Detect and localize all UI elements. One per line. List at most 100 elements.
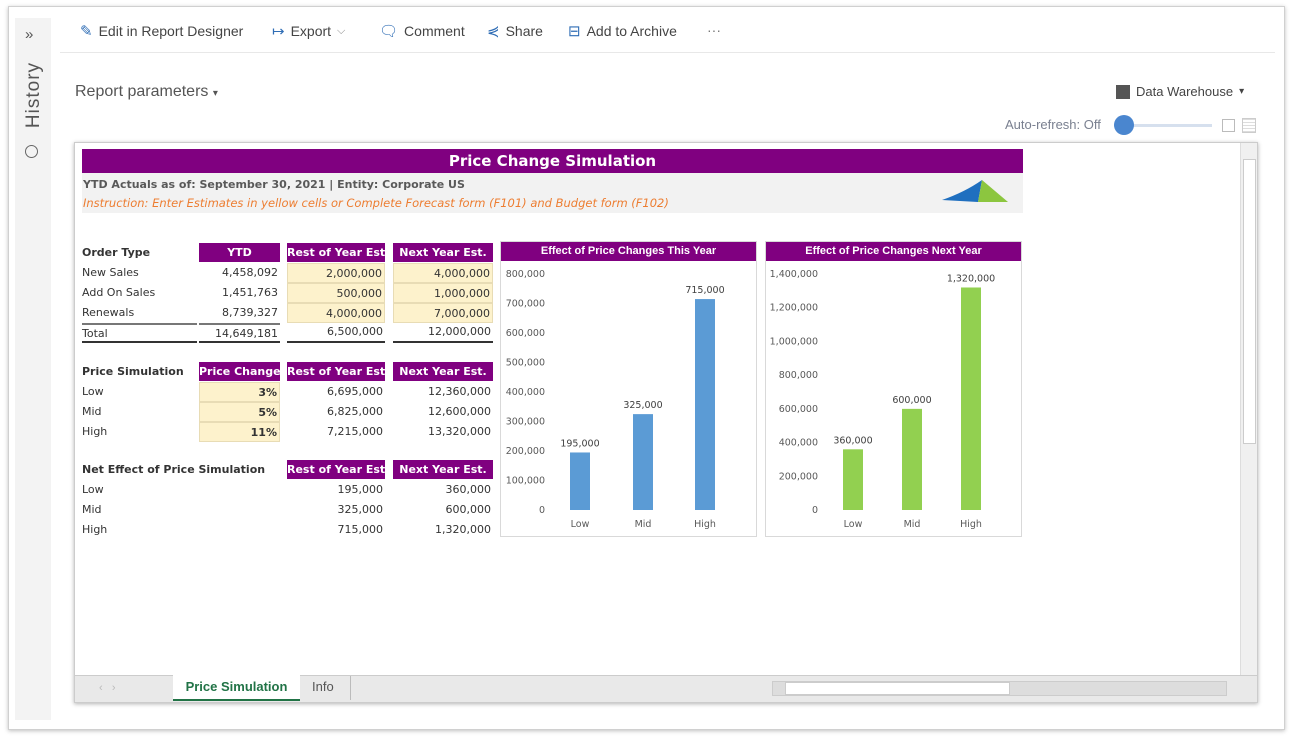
chart-next-year: Effect of Price Changes Next Year 0 200,00… [765,241,1022,537]
x-tick-label: High [960,519,982,530]
history-tab[interactable]: History [23,61,45,129]
table-cell[interactable]: 500,000 [287,283,385,303]
tab-scroll-arrows[interactable]: ‹ › [99,682,116,694]
column-header: Price Change [199,362,281,381]
table-cell[interactable]: 7,000,000 [393,303,493,323]
table-cell: 12,000,000 [393,323,493,343]
table-cell: 8,739,327 [222,306,278,319]
x-tick-label: High [694,519,716,530]
table-cell[interactable]: 3% [199,382,280,402]
comment-label: Comment [404,23,465,39]
table-cell: 6,825,000 [327,405,383,418]
auto-refresh-slider[interactable] [1120,124,1212,127]
data-label: 325,000 [623,400,662,411]
share-button[interactable]: ⋞ Share [487,22,543,40]
data-label: 600,000 [892,395,931,406]
edit-in-report-designer-button[interactable]: ✎ Edit in Report Designer [80,22,243,40]
data-label: 360,000 [833,435,872,446]
export-button[interactable]: ↦ Export ⌵ [272,22,345,40]
table-cell: Mid [82,405,102,418]
table-cell: High [82,425,108,438]
bar [902,408,922,510]
chevron-down-icon: ⌵ [337,24,346,37]
column-header: Rest of Year Est. [287,362,389,381]
auto-refresh-label: Auto-refresh: Off [1005,117,1101,132]
table-cell: 7,215,000 [327,425,383,438]
table-cell[interactable]: 4,000,000 [393,263,493,283]
vertical-scroll-thumb[interactable] [1243,159,1256,444]
caret-down-icon: ▾ [212,88,218,99]
bar [570,452,590,510]
table-cell[interactable]: 5% [199,402,280,422]
column-header: YTD [199,243,280,262]
column-header: Price Simulation [82,365,184,378]
x-tick-label: Low [844,519,863,530]
y-tick-label: 800,000 [506,269,545,280]
column-header: Next Year Est. [393,243,493,262]
table-cell: New Sales [82,266,139,279]
data-label: 715,000 [685,285,724,296]
grid-view-icon[interactable] [1242,118,1256,133]
data-label: 1,320,000 [947,273,995,284]
data-source-selector[interactable]: Data Warehouse ▾ [1116,84,1244,99]
table-cell: 325,000 [337,503,384,516]
more-button[interactable]: ··· [707,22,721,38]
x-tick-label: Mid [635,519,652,530]
table-cell[interactable]: 4,000,000 [287,303,385,323]
edit-label: Edit in Report Designer [98,23,244,39]
column-header: Next Year Est. [393,362,493,381]
data-label: 195,000 [560,438,599,449]
tab-price-simulation[interactable]: Price Simulation [173,675,300,701]
expand-sidebar-button[interactable]: » [25,26,34,43]
add-to-archive-button[interactable]: ⊟ Add to Archive [568,22,677,40]
horizontal-scroll-thumb[interactable] [785,682,1010,695]
share-label: Share [505,23,543,39]
report-parameters-label: Report parameters [75,83,209,100]
archive-icon: ⊟ [568,23,581,40]
y-tick-label: 100,000 [506,476,545,487]
column-header: Rest of Year Est. [287,460,389,479]
chart-this-year: Effect of Price Changes This Year 0 100,00… [500,241,757,537]
table-cell: High [82,523,108,536]
building-icon [1116,84,1130,99]
auto-refresh-toggle-handle[interactable] [1114,115,1134,135]
share-icon: ⋞ [487,23,500,40]
table-cell: 1,451,763 [222,286,278,299]
y-tick-label: 400,000 [506,387,545,398]
data-source-label: Data Warehouse [1136,84,1234,99]
y-tick-label: 0 [539,505,545,516]
y-tick-label: 200,000 [779,471,818,482]
y-tick-label: 300,000 [506,417,545,428]
expand-icon[interactable] [1222,119,1235,132]
export-arrow-icon: ↦ [272,23,285,40]
table-cell[interactable]: 1,000,000 [393,283,493,303]
sheet-tab-bar: ‹ › Price Simulation Info [75,675,1257,702]
sheet-info-band [82,173,1023,213]
table-cell: Renewals [82,306,135,319]
table-cell: Mid [82,503,102,516]
column-header: Order Type [82,246,151,259]
table-cell[interactable]: 11% [199,422,280,442]
sheet-subtitle: YTD Actuals as of: September 30, 2021 | … [83,178,465,191]
column-header: Net Effect of Price Simulation [82,463,266,476]
y-tick-label: 500,000 [506,358,545,369]
report-parameters-toggle[interactable]: Report parameters ▾ [75,83,218,101]
table-cell: 1,320,000 [435,523,491,536]
table-cell: 4,458,092 [222,266,278,279]
comment-icon: 🗨 [379,23,399,40]
horizontal-scrollbar[interactable] [772,681,1227,696]
table-cell[interactable]: 2,000,000 [287,263,385,283]
comment-button[interactable]: 🗨 Comment [379,22,465,40]
history-sidebar: » History [15,18,51,720]
table-cell: 360,000 [445,483,492,496]
table-cell: 600,000 [445,503,492,516]
table-cell: 6,695,000 [327,385,383,398]
table-cell: 195,000 [337,483,384,496]
bar [633,414,653,510]
vertical-scrollbar[interactable] [1240,143,1257,675]
x-tick-label: Mid [904,519,921,530]
y-tick-label: 600,000 [506,328,545,339]
tab-info[interactable]: Info [301,676,351,700]
pencil-icon: ✎ [80,23,93,40]
table-cell: 12,600,000 [428,405,491,418]
